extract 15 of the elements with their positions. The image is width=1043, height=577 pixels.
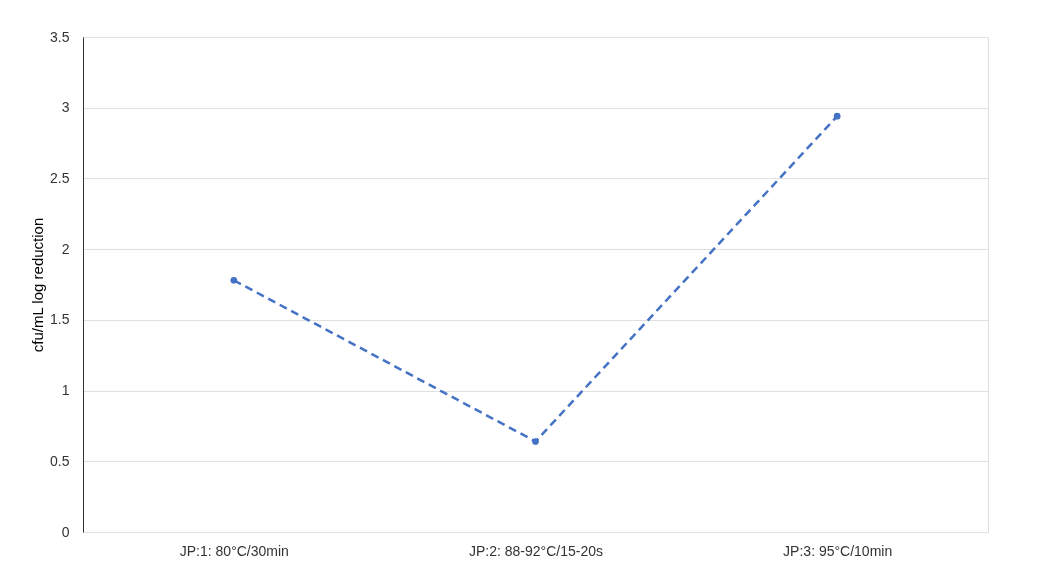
y-tick-label: 2 bbox=[61, 240, 70, 257]
y-tick-label: 1.5 bbox=[50, 311, 70, 328]
y-tick-label: 3 bbox=[61, 99, 70, 116]
y-tick-label: 1 bbox=[61, 382, 70, 399]
y-tick-label: 0 bbox=[61, 523, 70, 540]
point bbox=[833, 112, 841, 120]
y-axis-title: cfu/mL log reduction bbox=[29, 217, 47, 353]
x-tick-label: JP:3: 95°C/10min bbox=[783, 542, 893, 559]
y-tick-label: 0.5 bbox=[50, 452, 70, 469]
x-tick-label: JP:1: 80°C/30min bbox=[179, 542, 289, 559]
y-tick-label: 2.5 bbox=[50, 169, 70, 186]
point bbox=[230, 276, 238, 284]
y-tick-label: 3.5 bbox=[50, 28, 70, 45]
x-tick-label: JP:2: 88-92°C/15-20s bbox=[468, 542, 604, 559]
point bbox=[532, 438, 539, 445]
